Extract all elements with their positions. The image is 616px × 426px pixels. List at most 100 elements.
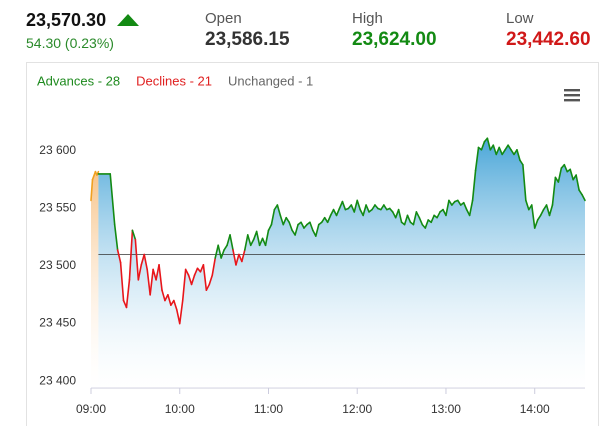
line-segment (335, 207, 341, 217)
line-segment (223, 244, 228, 251)
line-segment (249, 238, 255, 247)
line-segment (578, 189, 583, 196)
line-segment (406, 214, 412, 224)
line-segment (504, 144, 509, 151)
line-segment (232, 249, 237, 266)
line-segment (90, 178, 94, 202)
legend-entry: Declines - 21 (136, 73, 212, 88)
line-segment (161, 289, 166, 302)
x-tick-label: 11:00 (254, 402, 283, 416)
y-tick-label: 23 400 (39, 373, 76, 387)
x-tick-label: 10:00 (165, 402, 195, 416)
line-segment (418, 216, 424, 226)
line-segment (462, 201, 468, 211)
line-segment (241, 249, 246, 263)
line-segment (371, 204, 376, 211)
line-segment (326, 214, 332, 224)
line-segment (217, 244, 222, 259)
line-segment (258, 237, 264, 247)
line-segment (91, 170, 97, 181)
line-segment (498, 146, 503, 156)
line-segment (530, 204, 536, 229)
line-segment (146, 268, 151, 296)
line-segment (415, 211, 421, 219)
line-segment (320, 216, 326, 224)
line-segment (383, 204, 388, 211)
x-tick-label: 09:00 (76, 402, 106, 416)
legend-entry: Unchanged - 1 (228, 73, 313, 88)
line-segment (246, 234, 252, 247)
line-segment (492, 144, 498, 156)
high-label: High (352, 10, 383, 27)
line-segment (288, 221, 293, 232)
line-segment (362, 204, 367, 217)
low-value: 23,442.60 (506, 29, 591, 50)
line-segment (353, 199, 359, 213)
line-segment (471, 169, 477, 202)
line-segment (109, 173, 116, 226)
line-segment (468, 199, 474, 217)
line-segment (137, 264, 143, 281)
line-segment (519, 159, 524, 166)
line-segment (448, 199, 453, 206)
open-label: Open (205, 10, 242, 27)
line-segment (276, 204, 282, 217)
line-segment (125, 279, 131, 309)
line-segment (229, 234, 234, 251)
price: 23,570.30 (26, 10, 107, 30)
x-tick-label: 13:00 (431, 402, 461, 416)
line-segment (397, 208, 403, 224)
line-segment (214, 244, 219, 259)
high-value: 23,624.00 (352, 29, 437, 50)
line-segment (285, 216, 290, 224)
line-segment (356, 199, 361, 211)
line-segment (244, 234, 249, 251)
line-segment (510, 148, 515, 156)
line-segment (501, 148, 506, 156)
line-segment (226, 234, 231, 247)
line-segment (208, 274, 214, 286)
line-segment (522, 163, 527, 202)
line-segment (279, 214, 285, 226)
line-segment (507, 144, 512, 151)
low-label: Low (506, 10, 534, 27)
line-segment (190, 274, 196, 286)
line-segment (167, 293, 172, 306)
line-segment (430, 214, 435, 224)
line-segment (563, 163, 569, 173)
line-segment (516, 148, 521, 161)
line-segment (143, 253, 149, 271)
line-segment (300, 221, 305, 229)
line-segment (309, 221, 314, 232)
line-segment (539, 208, 545, 217)
line-segment (152, 268, 157, 281)
line-segment (220, 249, 225, 259)
line-segment (113, 223, 119, 251)
line-segment (412, 211, 418, 226)
line-segment (548, 204, 554, 217)
line-segment (581, 193, 586, 202)
line-segment (202, 264, 208, 291)
line-segment (294, 223, 299, 236)
line-segment (131, 229, 137, 241)
menu-icon[interactable] (564, 89, 580, 102)
line-segment (341, 200, 347, 211)
y-tick-label: 23 450 (39, 316, 76, 330)
line-segment (525, 199, 530, 211)
x-tick-label: 12:00 (342, 402, 372, 416)
line-segment (474, 146, 480, 172)
open-value: 23,586.15 (205, 29, 290, 50)
line-segment (557, 167, 563, 183)
line-segment (545, 204, 551, 217)
line-segment (329, 208, 335, 217)
legend-entry: Advances - 28 (37, 73, 120, 88)
line-segment (264, 229, 270, 247)
y-tick-label: 23 600 (39, 143, 76, 157)
line-segment (338, 200, 344, 210)
line-segment (332, 208, 338, 217)
y-tick-label: 23 500 (39, 258, 76, 272)
line-segment (267, 223, 273, 232)
line-segment (486, 137, 492, 151)
line-segment (270, 208, 276, 226)
